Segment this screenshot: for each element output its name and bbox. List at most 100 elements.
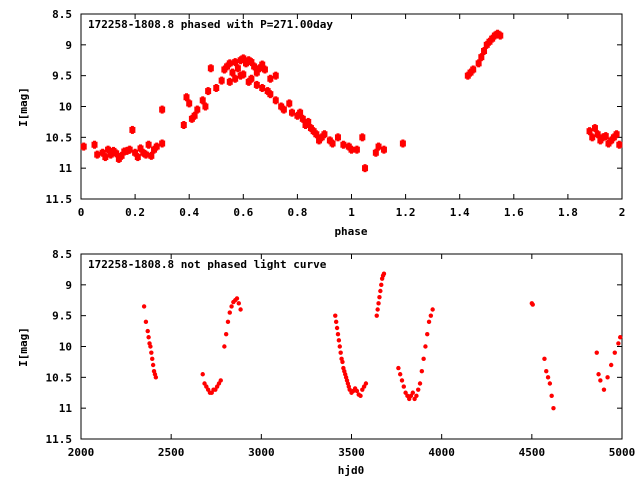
data-point-arm xyxy=(615,130,619,139)
data-point xyxy=(397,372,403,377)
chart-title: 172258-1808.8 phased with P=271.00day xyxy=(88,18,333,31)
y-tick-label: 10.5 xyxy=(46,131,73,144)
data-point-arm xyxy=(268,74,272,83)
x-tick-label: 1.4 xyxy=(450,206,470,219)
data-point-arm xyxy=(152,145,156,154)
data-point-arm xyxy=(274,96,278,105)
data-point xyxy=(547,381,553,386)
data-point-arm xyxy=(147,140,151,149)
data-point xyxy=(225,319,231,325)
data-point-arm xyxy=(317,136,321,145)
data-point-arm xyxy=(230,68,234,77)
data-point-arm xyxy=(139,144,143,153)
data-point-arm xyxy=(260,60,264,69)
data-point xyxy=(396,365,401,371)
x-tick-label: 1.8 xyxy=(558,206,578,219)
data-point-arm xyxy=(228,77,232,86)
data-point-arm xyxy=(301,114,305,123)
data-point-arm xyxy=(241,70,245,79)
x-tick-label: 0.8 xyxy=(287,206,307,219)
data-point-arm xyxy=(377,142,381,151)
x-tick-label: 0.6 xyxy=(233,206,253,219)
data-point-arm xyxy=(617,140,621,149)
data-point xyxy=(143,319,149,325)
data-point-arm xyxy=(274,71,278,80)
data-point xyxy=(340,359,345,365)
data-point-arm xyxy=(184,93,188,102)
data-point-arm xyxy=(195,105,199,114)
y-tick-label: 11 xyxy=(59,162,73,175)
data-point xyxy=(150,362,156,368)
y-tick-label: 9.5 xyxy=(52,70,72,83)
data-point-arm xyxy=(101,148,105,157)
data-point-arm xyxy=(485,40,489,49)
x-tick-label: 2000 xyxy=(68,446,95,459)
data-point xyxy=(218,378,223,383)
data-point-arm xyxy=(190,114,194,123)
y-tick-label: 10.5 xyxy=(46,371,73,384)
data-point xyxy=(598,378,603,383)
x-tick-label: 3000 xyxy=(248,446,275,459)
data-point xyxy=(333,313,338,318)
data-point xyxy=(608,362,614,368)
data-point-arm xyxy=(160,105,164,114)
data-point-arm xyxy=(255,80,259,89)
x-axis-label: phase xyxy=(334,225,367,238)
data-point-arm xyxy=(282,105,286,114)
data-point xyxy=(605,375,610,380)
data-point xyxy=(399,378,405,383)
data-point-arm xyxy=(136,153,140,162)
data-point xyxy=(335,331,341,337)
data-point-arm xyxy=(593,124,597,133)
data-point xyxy=(222,344,227,349)
y-axis-label: I[mag] xyxy=(17,327,30,367)
x-tick-label: 4500 xyxy=(519,446,546,459)
y-tick-label: 9.5 xyxy=(52,310,72,323)
data-point-arm xyxy=(236,64,240,73)
data-point-arm xyxy=(374,148,378,157)
tick-labels: 0 0.2 0.4 0.6 0.8 1 1.2 1.4 1.6 1.8 2 8.5 9 9.5 10 10.5… xyxy=(46,8,626,219)
data-point-arm xyxy=(479,53,483,62)
data-point xyxy=(148,344,153,349)
data-point-arm xyxy=(109,150,113,159)
data-point-arm xyxy=(182,121,186,129)
data-point xyxy=(617,335,623,340)
data-point xyxy=(358,393,363,399)
data-point-arm xyxy=(263,65,267,74)
chart-title: 172258-1808.8 not phased light curve xyxy=(88,258,327,271)
data-point-arm xyxy=(469,68,473,77)
data-point-arm xyxy=(350,145,353,154)
data-point xyxy=(363,381,369,386)
data-point-arm xyxy=(252,62,256,71)
data-point xyxy=(236,301,241,306)
data-point xyxy=(616,341,621,346)
data-point-arm xyxy=(322,130,326,139)
data-point-arm xyxy=(401,139,405,148)
data-point-arm xyxy=(209,64,213,73)
data-point-arm xyxy=(604,132,608,141)
x-tick-label: 1 xyxy=(348,206,355,219)
data-point xyxy=(354,388,360,394)
data-point-arm xyxy=(606,139,610,148)
data-point xyxy=(141,304,147,309)
data-point-arm xyxy=(341,140,345,149)
data-point xyxy=(145,328,150,334)
data-point-arm xyxy=(320,133,324,142)
x-tick-label: 0.2 xyxy=(125,206,145,219)
data-point xyxy=(401,384,406,389)
data-point-arm xyxy=(214,84,218,92)
data-point xyxy=(430,307,435,312)
data-point-arm xyxy=(106,145,110,154)
data-point xyxy=(410,390,416,395)
data-point xyxy=(421,356,426,362)
data-point-arm xyxy=(247,77,251,86)
data-point-arm xyxy=(93,140,97,149)
data-point xyxy=(374,313,379,318)
data-point-arm xyxy=(290,108,294,117)
data-point xyxy=(425,331,430,337)
data-point xyxy=(530,302,535,307)
data-point-arm xyxy=(360,133,364,142)
data-point-arm xyxy=(328,136,332,145)
data-point-arm xyxy=(612,133,616,142)
